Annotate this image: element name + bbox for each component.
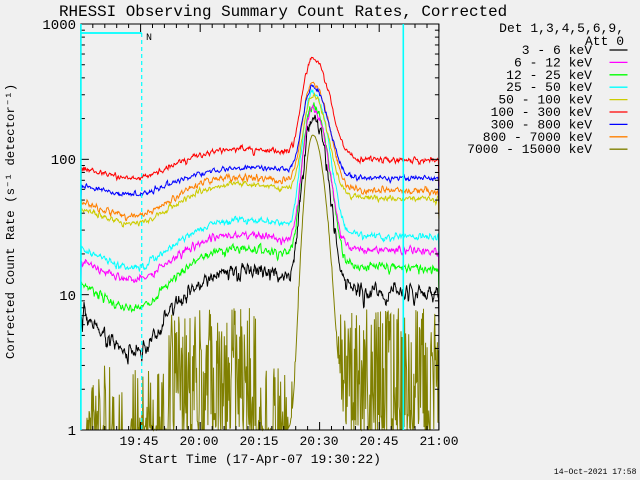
svg-text:1: 1: [68, 424, 76, 440]
svg-text:100: 100: [51, 153, 76, 169]
svg-text:20:45: 20:45: [359, 434, 398, 449]
svg-text:7000 - 15000 keV: 7000 - 15000 keV: [467, 142, 592, 157]
svg-text:19:45: 19:45: [119, 434, 158, 449]
svg-text:20:30: 20:30: [299, 434, 338, 449]
svg-text:Start Time (17-Apr-07 19:30:22: Start Time (17-Apr-07 19:30:22): [139, 452, 381, 467]
svg-text:21:00: 21:00: [419, 434, 458, 449]
svg-text:14–Oct–2021 17:58: 14–Oct–2021 17:58: [554, 468, 637, 477]
svg-text:10: 10: [59, 289, 76, 305]
svg-text:20:15: 20:15: [239, 434, 278, 449]
svg-text:Corrected Count Rate (s⁻¹ dete: Corrected Count Rate (s⁻¹ detector⁻¹): [4, 84, 18, 359]
svg-text:RHESSI Observing Summary Count: RHESSI Observing Summary Count Rates, Co…: [59, 3, 507, 21]
svg-text:N: N: [146, 33, 152, 44]
svg-text:20:00: 20:00: [179, 434, 218, 449]
svg-text:1000: 1000: [42, 18, 76, 34]
